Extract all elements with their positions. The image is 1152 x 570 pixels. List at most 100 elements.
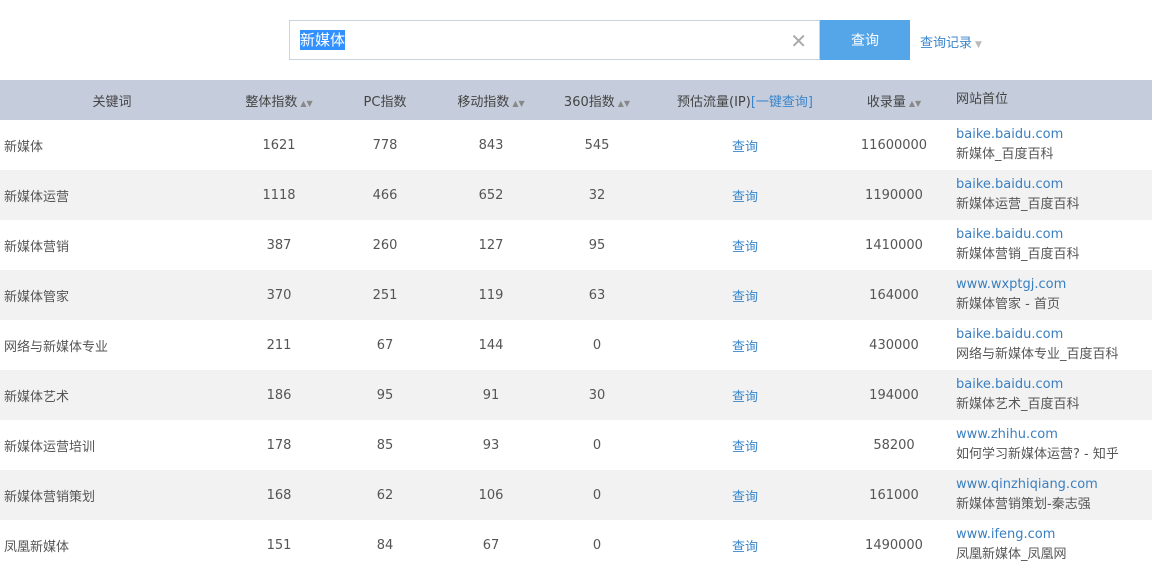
mobile-index: 652 [436, 170, 546, 220]
site-domain-link[interactable]: www.zhihu.com [956, 427, 1058, 442]
mobile-index: 119 [436, 270, 546, 320]
overall-index: 387 [266, 237, 292, 253]
search-value: 新媒体 [300, 30, 346, 50]
keyword: 新媒体艺术 [0, 370, 224, 420]
keyword: 新媒体管家 [0, 270, 224, 320]
table-row: 凤凰新媒体 151 84 67 0 查询 1490000 www.ifeng.c… [0, 520, 1152, 570]
top-site: www.ifeng.com 凤凰新媒体_凤凰网 [946, 520, 1152, 570]
col-overall[interactable]: 整体指数 ▲▼ [224, 80, 334, 120]
col-360[interactable]: 360指数 ▲▼ [546, 80, 648, 120]
keyword: 凤凰新媒体 [4, 539, 70, 555]
keyword-table: 关键词 整体指数 ▲▼ PC指数 移动指数 ▲▼ 360指数 ▲▼ 预估流量(IP)[… [0, 80, 1152, 570]
indexed-count: 1410000 [865, 237, 923, 253]
one-click-query-link[interactable]: [一键查询] [750, 94, 813, 110]
top-site: baike.baidu.com 新媒体运营_百度百科 [946, 170, 1152, 220]
overall-index: 211 [266, 337, 292, 353]
col-traffic: 预估流量(IP)[一键查询] [648, 80, 842, 120]
pc-index: 251 [334, 270, 436, 320]
sort-icon: ▲▼ [512, 98, 525, 108]
table-row: 新媒体 1621 778 843 545 查询 11600000 baike.b… [0, 120, 1152, 170]
360-index: 0 [592, 537, 602, 553]
keyword: 新媒体营销策划 [0, 470, 224, 520]
close-icon[interactable]: ✕ [790, 29, 807, 53]
site-domain-link[interactable]: baike.baidu.com [956, 377, 1064, 392]
site-domain-link[interactable]: baike.baidu.com [956, 227, 1064, 242]
indexed-count: 58200 [873, 437, 915, 453]
search-button[interactable]: 查询 [820, 20, 910, 60]
traffic-query-link[interactable]: 查询 [731, 339, 758, 355]
overall-index: 168 [224, 470, 334, 520]
site-domain-link[interactable]: www.ifeng.com [956, 527, 1056, 542]
site-title: 凤凰新媒体_凤凰网 [956, 547, 1067, 562]
traffic-cell: 查询 [648, 170, 842, 220]
site-title: 新媒体营销_百度百科 [956, 247, 1080, 262]
indexed-count: 1490000 [865, 537, 923, 553]
mobile-index: 91 [436, 370, 546, 420]
traffic-cell: 查询 [648, 270, 842, 320]
360-index: 0 [592, 337, 602, 353]
site-domain-link[interactable]: www.wxptgj.com [956, 277, 1067, 292]
search-history-dropdown[interactable]: 查询记录 ▼ [920, 32, 982, 51]
history-label: 查询记录 [920, 36, 973, 51]
top-site: www.qinzhiqiang.com 新媒体营销策划-秦志强 [946, 470, 1152, 520]
traffic-cell: 查询 [648, 120, 842, 170]
site-title: 如何学习新媒体运营? - 知乎 [956, 447, 1119, 462]
col-mobile[interactable]: 移动指数 ▲▼ [436, 80, 546, 120]
site-domain-link[interactable]: www.qinzhiqiang.com [956, 477, 1098, 492]
traffic-cell: 查询 [648, 420, 842, 470]
col-site: 网站首位 [946, 80, 1152, 120]
sort-icon: ▲▼ [908, 98, 922, 108]
table-row: 新媒体营销 387 260 127 95 查询 1410000 baike.ba… [0, 220, 1152, 270]
site-domain-link[interactable]: baike.baidu.com [956, 177, 1064, 192]
mobile-index: 67 [482, 537, 500, 553]
table-row: 新媒体运营培训 178 85 93 0 查询 58200 www.zhihu.c… [0, 420, 1152, 470]
site-domain-link[interactable]: baike.baidu.com [956, 327, 1064, 342]
top-site: www.zhihu.com 如何学习新媒体运营? - 知乎 [946, 420, 1152, 470]
keyword: 新媒体运营培训 [4, 439, 96, 455]
search-input[interactable]: 新媒体 ✕ [289, 20, 820, 60]
top-site: baike.baidu.com 新媒体艺术_百度百科 [946, 370, 1152, 420]
traffic-query-link[interactable]: 查询 [731, 539, 758, 555]
col-pc: PC指数 [334, 80, 436, 120]
mobile-index: 93 [482, 437, 500, 453]
360-index: 63 [546, 270, 648, 320]
traffic-query-link[interactable]: 查询 [731, 289, 758, 305]
col-keyword: 关键词 [0, 80, 224, 120]
table-header: 关键词 整体指数 ▲▼ PC指数 移动指数 ▲▼ 360指数 ▲▼ 预估流量(IP)[… [0, 80, 1152, 120]
traffic-query-link[interactable]: 查询 [731, 489, 758, 505]
indexed-count: 430000 [869, 337, 919, 353]
keyword: 新媒体营销 [4, 239, 70, 255]
top-site: baike.baidu.com 新媒体_百度百科 [946, 120, 1152, 170]
360-index: 95 [588, 237, 606, 253]
top-site: baike.baidu.com 新媒体营销_百度百科 [946, 220, 1152, 270]
pc-index: 67 [376, 337, 394, 353]
traffic-cell: 查询 [648, 370, 842, 420]
traffic-cell: 查询 [648, 220, 842, 270]
traffic-query-link[interactable]: 查询 [731, 439, 758, 455]
overall-index: 1621 [262, 137, 296, 153]
mobile-index: 144 [478, 337, 504, 353]
traffic-query-link[interactable]: 查询 [731, 389, 758, 405]
traffic-cell: 查询 [648, 320, 842, 370]
caret-down-icon: ▼ [975, 40, 982, 50]
traffic-query-link[interactable]: 查询 [731, 139, 758, 155]
pc-index: 62 [334, 470, 436, 520]
table-row: 新媒体运营 1118 466 652 32 查询 1190000 baike.b… [0, 170, 1152, 220]
sort-icon: ▲▼ [300, 98, 313, 108]
site-domain-link[interactable]: baike.baidu.com [956, 127, 1064, 142]
col-indexed[interactable]: 收录量 ▲▼ [842, 80, 946, 120]
site-title: 网络与新媒体专业_百度百科 [956, 347, 1119, 362]
360-index: 32 [546, 170, 648, 220]
indexed-count: 164000 [842, 270, 946, 320]
traffic-cell: 查询 [648, 470, 842, 520]
360-index: 0 [592, 437, 602, 453]
site-title: 新媒体运营_百度百科 [956, 197, 1080, 212]
top-site: baike.baidu.com 网络与新媒体专业_百度百科 [946, 320, 1152, 370]
site-title: 新媒体管家 - 首页 [956, 297, 1060, 312]
traffic-query-link[interactable]: 查询 [731, 239, 758, 255]
keyword: 新媒体运营 [0, 170, 224, 220]
360-index: 0 [546, 470, 648, 520]
top-site: www.wxptgj.com 新媒体管家 - 首页 [946, 270, 1152, 320]
indexed-count: 161000 [842, 470, 946, 520]
traffic-query-link[interactable]: 查询 [731, 189, 758, 205]
